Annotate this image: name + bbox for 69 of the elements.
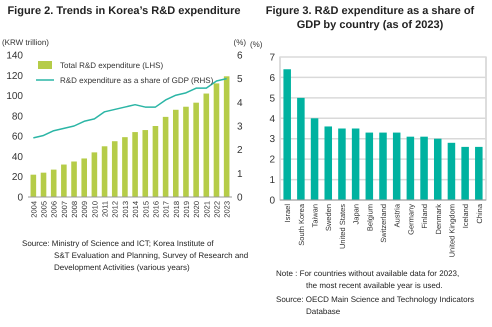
bar <box>224 76 230 197</box>
bar <box>193 102 199 197</box>
y-tick-label: 120 <box>6 70 24 82</box>
y2-tick-label: 3 <box>237 122 243 132</box>
y-tick-label: 3 <box>269 134 276 146</box>
bar <box>448 142 456 200</box>
bar <box>352 128 360 200</box>
y-tick-label: 4 <box>269 114 276 125</box>
bar <box>112 141 118 197</box>
bar <box>392 132 400 200</box>
chart-title: Figure 3. R&D expenditure as a share of GDP by country (as of 2023) <box>266 5 475 31</box>
y-axis-title: (KRW trillion) <box>2 38 50 47</box>
bar <box>204 94 210 197</box>
y-tick-label: 40 <box>12 152 24 163</box>
y-tick-label: 5 <box>269 93 276 104</box>
bar <box>102 146 108 197</box>
y2-tick-label: 5 <box>237 74 243 86</box>
y2-tick-label: 6 <box>237 50 243 62</box>
y2-axis-title: (%) <box>234 38 246 47</box>
bar <box>475 146 483 200</box>
bar <box>420 136 428 200</box>
y-tick-label: 100 <box>6 91 24 102</box>
bar <box>122 137 128 197</box>
y-tick-label: 6 <box>269 72 276 84</box>
y-tick-label: 0 <box>269 196 276 206</box>
y-tick-label: 2 <box>269 154 276 166</box>
y2-tick-label: 4 <box>237 98 243 109</box>
bar <box>132 132 138 197</box>
bar <box>461 146 469 200</box>
bar <box>434 138 442 200</box>
line-series <box>32 78 228 139</box>
bar <box>310 118 318 200</box>
bar <box>162 116 168 197</box>
y2-tick-label: 0 <box>237 192 243 204</box>
y-tick-label: 140 <box>6 50 24 62</box>
y-tick-label: 60 <box>12 132 24 143</box>
bar <box>152 126 158 197</box>
chart-title: Figure 2. Trends in Korea’s R&D expenditure <box>7 5 241 17</box>
bar <box>92 152 98 197</box>
bar <box>183 106 189 197</box>
bar <box>50 170 56 197</box>
source-note: Source: OECD Main Science and Technology Indicators Database <box>276 295 474 316</box>
bar <box>338 128 346 200</box>
bar <box>30 174 36 197</box>
text: Note : For countries without available data for 2023, the most recent available year is used. <box>276 269 460 290</box>
bar <box>71 162 77 197</box>
legend-label: Total R&D expenditure (LHS) <box>60 61 164 70</box>
y-tick-label: 1 <box>269 175 276 186</box>
source-note: Source: Ministry of Science and ICT; Korea Institute of S&T Evaluation and Planning, Survey of Research and Development Activities (various years) <box>22 239 248 272</box>
bar <box>406 136 414 200</box>
bar <box>172 110 179 197</box>
bar <box>142 130 148 197</box>
y-tick-label: 0 <box>17 192 24 204</box>
y-axis-title: (%) <box>250 40 263 49</box>
y2-tick-label: 2 <box>237 145 243 156</box>
bar <box>366 132 374 200</box>
bar <box>40 172 46 197</box>
y-tick-label: 20 <box>12 172 24 184</box>
y2-tick-label: 1 <box>237 168 243 180</box>
y-tick-label: 80 <box>12 111 24 122</box>
bar <box>324 126 332 200</box>
bar <box>283 69 291 200</box>
bar <box>61 164 67 197</box>
legend-label: R&D expenditure as a share of GDP (RHS) <box>60 76 214 85</box>
bar <box>81 158 88 197</box>
y-tick-label: 7 <box>269 52 276 64</box>
bar <box>379 132 387 200</box>
bar <box>297 98 305 200</box>
bar <box>214 83 220 197</box>
